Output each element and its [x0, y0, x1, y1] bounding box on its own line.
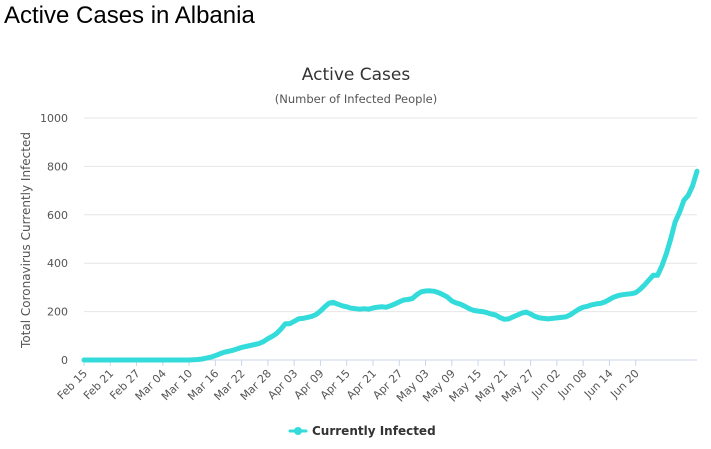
- y-axis-ticks: 0 200 400 600 800 1000: [40, 112, 68, 367]
- gridlines: [84, 117, 697, 361]
- y-tick-label: 1000: [40, 112, 68, 125]
- x-tick-label: Jun 14: [581, 367, 615, 401]
- y-tick-label: 400: [47, 257, 68, 270]
- chart-title: Active Cases: [302, 65, 411, 85]
- x-tick-label: Jun 08: [555, 367, 589, 401]
- x-tick-label: Jun 20: [607, 367, 641, 401]
- page-heading: Active Cases in Albania: [4, 2, 255, 29]
- y-axis-title: Total Coronavirus Currently Infected: [19, 132, 33, 349]
- y-tick-label: 600: [47, 209, 68, 222]
- series-line-currently-infected[interactable]: [81, 168, 700, 363]
- legend-label[interactable]: Currently Infected: [312, 424, 436, 438]
- series-layer: [81, 168, 700, 363]
- legend[interactable]: Currently Infected: [288, 424, 436, 438]
- y-tick-label: 800: [47, 160, 68, 173]
- chart-subtitle: (Number of Infected People): [275, 92, 437, 106]
- legend-marker-swatch[interactable]: [294, 427, 302, 435]
- y-tick-label: 0: [61, 354, 68, 367]
- y-tick-label: 200: [47, 306, 68, 319]
- x-tick-label: Jun 02: [529, 367, 563, 401]
